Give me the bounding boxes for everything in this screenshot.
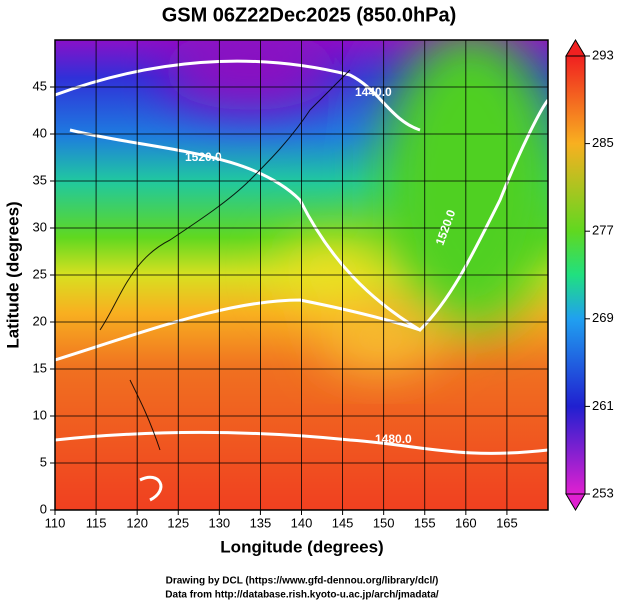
credit: Drawing by DCL (https://www.gfd-dennou.o… [166,576,439,587]
colorbar-extend-min [565,493,586,511]
y-tick-label: 30 [33,219,47,234]
x-tick-label: 130 [208,515,230,530]
y-tick-label: 20 [33,313,47,328]
map-title: GSM 06Z22Dec2025 (850.0hPa) [162,4,457,26]
contour-label: 1520.0 [185,150,222,164]
contour-label: 1440.0 [355,85,392,99]
colorbar-tick-label: 293 [592,47,614,62]
x-tick-label: 125 [167,515,189,530]
x-tick-label: 120 [126,515,148,530]
colorbar-tick-label: 269 [592,310,614,325]
temperature-field [55,40,548,510]
y-tick-label: 5 [40,454,47,469]
colorbar-tick-label: 285 [592,135,614,150]
x-tick-label: 140 [291,515,313,530]
colorbar [565,55,586,495]
x-tick-label: 110 [45,515,66,530]
x-tick-label: 145 [332,515,354,530]
y-tick-label: 45 [33,78,47,93]
y-tick-label: 0 [40,501,47,516]
colorbar-tick-label: 253 [592,485,614,500]
y-tick-label: 15 [33,360,47,375]
x-tick-label: 160 [455,515,477,530]
credit: Data from http://database.rish.kyoto-u.a… [165,590,439,601]
colorbar-extend-max [565,39,586,57]
x-tick-label: 155 [414,515,436,530]
x-tick-label: 150 [373,515,395,530]
graticule [54,40,548,511]
colorbar-tick-label: 277 [592,223,614,238]
y-tick-label: 35 [33,172,47,187]
contour-label: 1480.0 [375,432,412,446]
y-tick-label: 40 [33,125,47,140]
colorbar-tick-label: 261 [592,398,614,413]
y-axis-label: Latitude (degrees) [3,201,22,348]
x-tick-label: 135 [250,515,272,530]
y-tick-label: 25 [33,266,47,281]
x-tick-label: 165 [496,515,518,530]
x-tick-label: 115 [86,515,107,530]
y-tick-label: 10 [33,407,47,422]
x-axis-label: Longitude (degrees) [220,537,383,556]
